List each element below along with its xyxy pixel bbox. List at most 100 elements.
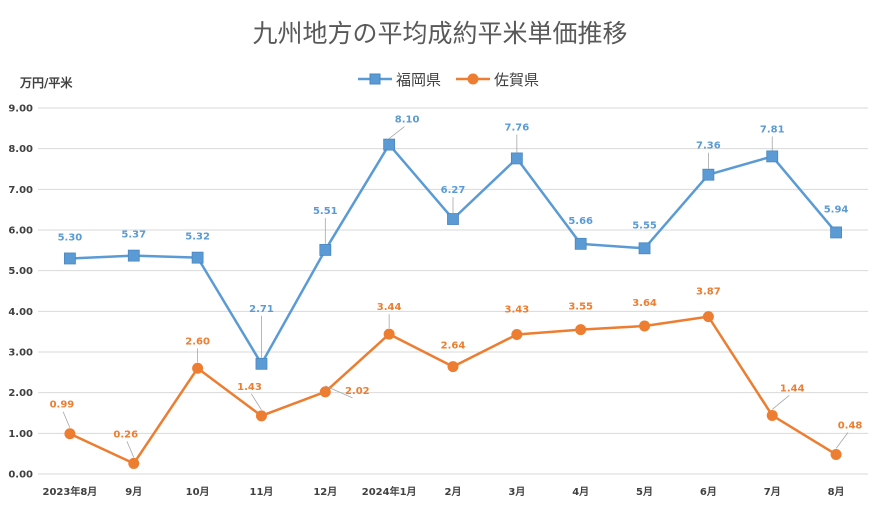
data-label: 3.44	[377, 302, 402, 313]
x-tick-label: 3月	[508, 486, 525, 498]
legend-label-saga: 佐賀県	[494, 71, 539, 89]
x-tick-label: 12月	[313, 486, 337, 498]
data-label: 3.43	[505, 305, 530, 316]
series-fukuoka: 5.30 5.37 5.32 2.71 5.51 8.10 6.27 7.76 5.66 5.55…	[58, 115, 849, 370]
data-label: 5.94	[824, 204, 849, 215]
data-label: 1.44	[780, 383, 805, 394]
x-tick-label: 4月	[572, 486, 589, 498]
data-label: 5.37	[121, 230, 146, 241]
data-label: 2.64	[441, 341, 466, 352]
data-point	[64, 252, 76, 265]
chart-title: 九州地方の平均成約平米単価推移	[252, 19, 627, 48]
data-label: 0.26	[113, 429, 138, 440]
legend-label-fukuoka: 福岡県	[396, 71, 441, 89]
x-tick-label: 2月	[445, 486, 462, 498]
data-point	[830, 226, 842, 239]
y-tick-label: 4.00	[8, 307, 33, 318]
data-point	[638, 242, 651, 255]
legend-item-fukuoka: 福岡県	[358, 71, 441, 89]
y-tick-label: 8.00	[8, 144, 33, 155]
data-label: 0.99	[50, 400, 75, 411]
legend-marker-saga	[467, 73, 479, 85]
data-point	[128, 457, 140, 469]
leader-line	[325, 385, 353, 399]
y-axis-unit: 万円/平米	[19, 75, 73, 90]
data-point	[574, 237, 587, 250]
data-point	[447, 213, 459, 225]
y-tick-label: 0.00	[8, 470, 33, 481]
data-point	[191, 251, 204, 264]
data-label: 8.10	[395, 115, 420, 126]
data-point	[192, 362, 204, 374]
leader-line	[126, 441, 135, 458]
y-tick-label: 1.00	[8, 429, 33, 440]
data-point	[447, 361, 459, 373]
data-label: 3.55	[568, 302, 593, 313]
data-point	[383, 328, 395, 340]
data-label: 5.32	[185, 232, 210, 243]
data-point	[319, 386, 331, 398]
data-label: 7.81	[760, 124, 785, 135]
data-label: 5.51	[313, 206, 338, 217]
y-tick-label: 2.00	[8, 388, 33, 399]
leader-line	[771, 395, 790, 410]
data-point	[766, 409, 778, 421]
data-label: 5.66	[568, 216, 593, 227]
data-label: 5.30	[58, 232, 83, 243]
data-point	[127, 249, 140, 262]
data-label: 3.87	[696, 287, 721, 298]
data-point	[766, 150, 779, 163]
x-tick-label: 8月	[828, 486, 845, 498]
data-point	[575, 324, 587, 336]
data-label: 1.43	[237, 382, 262, 393]
data-point	[255, 410, 267, 422]
data-label: 7.36	[696, 141, 721, 152]
series-saga: 0.99 0.26 2.60 1.43 2.02 3.44 2.64 3.43 3.55 3.64…	[50, 287, 863, 469]
x-tick-label: 2024年1月	[362, 485, 417, 498]
y-tick-label: 3.00	[8, 348, 33, 359]
data-label: 3.64	[632, 298, 657, 309]
data-label: 6.27	[441, 185, 466, 196]
leader-line	[250, 393, 262, 411]
data-point	[319, 244, 332, 256]
data-label: 2.02	[345, 386, 370, 397]
x-tick-label: 7月	[764, 486, 781, 498]
data-point	[64, 428, 76, 440]
data-label: 7.76	[505, 122, 530, 133]
y-axis-ticks: 0.00 1.00 2.00 3.00 4.00 5.00 6.00 7.00 8.00 9.00	[8, 104, 33, 481]
data-point	[383, 138, 396, 151]
data-point	[702, 311, 714, 323]
x-tick-label: 9月	[125, 486, 142, 498]
data-point	[702, 168, 715, 181]
x-tick-label: 5月	[636, 486, 653, 498]
data-label: 2.71	[249, 304, 274, 315]
data-label: 0.48	[838, 420, 863, 431]
legend: 福岡県 佐賀県	[358, 71, 539, 89]
data-point	[511, 329, 523, 341]
data-point	[639, 320, 651, 332]
data-point	[830, 448, 842, 460]
x-axis-ticks: 2023年8月 9月 10月 11月 12月 2024年1月 2月 3月 4月 5月 6月 7月 8月	[43, 485, 845, 498]
x-tick-label: 10月	[186, 486, 210, 498]
leader-line	[62, 411, 71, 428]
data-point	[255, 357, 268, 370]
y-tick-label: 5.00	[8, 266, 33, 277]
y-tick-label: 6.00	[8, 226, 33, 237]
x-tick-label: 6月	[700, 486, 717, 498]
y-tick-label: 9.00	[8, 104, 33, 115]
legend-item-saga: 佐賀県	[456, 71, 539, 89]
data-label: 2.60	[185, 336, 210, 347]
data-label: 5.55	[632, 220, 657, 231]
leader-line	[835, 432, 849, 449]
series-line	[69, 143, 838, 366]
legend-marker-fukuoka	[369, 73, 381, 85]
leader-line	[388, 126, 405, 139]
y-tick-label: 7.00	[8, 185, 33, 196]
data-point	[510, 152, 523, 165]
plot-area: 5.30 5.37 5.32 2.71 5.51 8.10 6.27 7.76 5.66 5.55…	[50, 115, 863, 469]
x-tick-label: 2023年8月	[43, 485, 98, 498]
x-tick-label: 11月	[250, 486, 274, 498]
gridlines	[38, 107, 868, 475]
